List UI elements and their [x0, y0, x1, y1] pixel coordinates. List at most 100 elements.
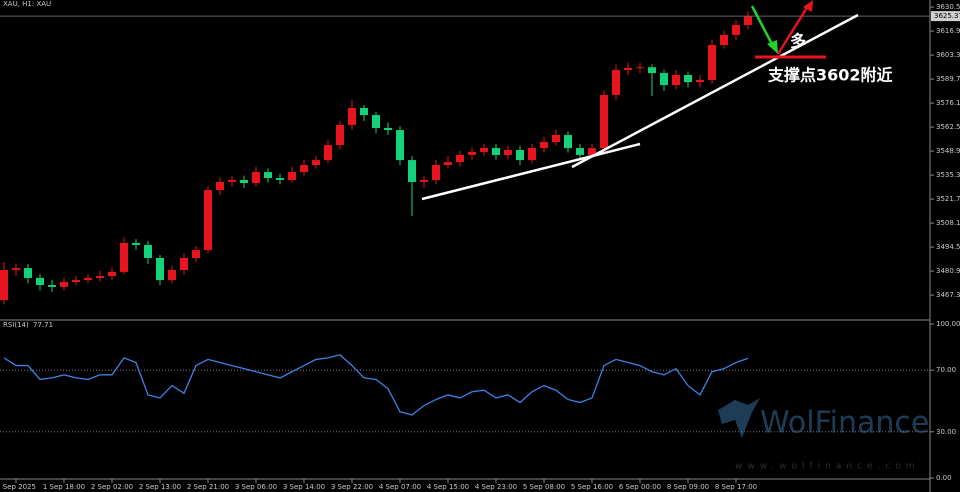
y-tick-label: 3630.50: [936, 3, 960, 11]
candle-body: [456, 154, 464, 162]
candle-body: [312, 160, 320, 165]
candle-body: [384, 127, 392, 131]
x-tick-label: 8 Sep 09:00: [667, 483, 709, 491]
candle-body: [300, 165, 308, 173]
candle-body: [204, 190, 212, 251]
candle-body: [192, 250, 200, 258]
candle-body: [564, 135, 572, 149]
candle-body: [132, 243, 140, 245]
watermark-url: www.wolfinance.com: [735, 462, 920, 472]
rsi-value: 77.71: [33, 321, 53, 329]
candle-body: [480, 148, 488, 152]
candle-body: [540, 142, 548, 149]
candle-body: [96, 276, 104, 278]
x-tick-label: 1 Sep 2025: [0, 483, 36, 491]
x-tick-label: 4 Sep 15:00: [427, 483, 469, 491]
y-tick-label: 0.00: [936, 474, 952, 482]
candle-body: [60, 282, 68, 287]
x-tick-label: 5 Sep 16:00: [571, 483, 613, 491]
x-tick-label: 3 Sep 22:00: [331, 483, 373, 491]
annotation: 支撑点3602附近: [767, 66, 893, 85]
y-tick-label: 3576.10: [936, 99, 960, 107]
y-tick-label: 100.00: [936, 320, 960, 328]
y-tick-label: 3494.50: [936, 243, 960, 251]
annotation: 多: [790, 32, 806, 51]
candle-body: [420, 180, 428, 182]
watermark: WolFinance www.wolfinance.com: [718, 398, 929, 472]
arrow-up: [776, 5, 810, 55]
candle-body: [396, 130, 404, 161]
rsi-line: [3, 354, 749, 416]
candle-body: [732, 25, 740, 35]
y-tick-label: 3603.30: [936, 51, 960, 59]
candle-body: [360, 108, 368, 116]
x-tick-label: 6 Sep 00:00: [619, 483, 661, 491]
x-tick-label: 4 Sep 07:00: [379, 483, 421, 491]
candle-body: [144, 244, 152, 258]
candle-body: [744, 16, 752, 26]
watermark-brand: WolFinance: [760, 406, 929, 441]
y-tick-label: 3616.90: [936, 27, 960, 35]
x-tick-label: 3 Sep 06:00: [235, 483, 277, 491]
candle-body: [612, 70, 620, 95]
rsi-title: RSI(14): [3, 321, 29, 329]
candle-body: [516, 150, 524, 161]
y-tick-label: 3508.10: [936, 219, 960, 227]
arrow-head: [803, 0, 813, 12]
candle-body: [252, 172, 260, 183]
candle-body: [648, 67, 656, 74]
candle-body: [48, 285, 56, 287]
x-tick-label: 3 Sep 14:00: [283, 483, 325, 491]
x-tick-label: 4 Sep 23:00: [475, 483, 517, 491]
candle-body: [588, 148, 596, 155]
candle-body: [576, 148, 584, 155]
x-tick-label: 2 Sep 02:00: [91, 483, 133, 491]
candle-body: [24, 268, 32, 278]
candle-body: [600, 94, 608, 149]
x-tick-label: 1 Sep 18:00: [43, 483, 85, 491]
candle-body: [684, 75, 692, 83]
x-tick-label: 8 Sep 17:00: [715, 483, 757, 491]
candle-body: [660, 73, 668, 86]
candle-body: [228, 180, 236, 182]
y-tick-label: 3562.50: [936, 123, 960, 131]
x-tick-label: 5 Sep 08:00: [523, 483, 565, 491]
candle-body: [624, 67, 632, 71]
candle-body: [36, 277, 44, 285]
candle-body: [672, 75, 680, 86]
last-price-label: 3625.37: [934, 12, 960, 20]
y-tick-label: 3480.90: [936, 267, 960, 275]
candle-body: [504, 150, 512, 155]
candle-body: [708, 45, 716, 80]
candle-body: [180, 258, 188, 270]
wolf-logo: [718, 398, 760, 438]
y-tick-label: 70.00: [936, 366, 956, 374]
candle-body: [288, 172, 296, 180]
y-tick-label: 3535.30: [936, 171, 960, 179]
x-tick-label: 2 Sep 21:00: [187, 483, 229, 491]
candle-body: [216, 181, 224, 191]
candle-body: [552, 135, 560, 143]
candle-body: [276, 178, 284, 180]
candle-body: [84, 277, 92, 281]
candle-body: [468, 151, 476, 155]
x-tick-label: 2 Sep 13:00: [139, 483, 181, 491]
y-tick-label: 3521.70: [936, 195, 960, 203]
trend-line: [421, 142, 641, 201]
candle-body: [72, 280, 80, 282]
candle-body: [720, 34, 728, 45]
last-price-box: [931, 11, 960, 22]
candle-body: [0, 270, 8, 300]
candle-body: [528, 148, 536, 161]
candle-body: [636, 67, 644, 69]
y-tick-label: 3589.70: [936, 75, 960, 83]
y-tick-label: 3467.30: [936, 291, 960, 299]
candle-body: [168, 270, 176, 281]
candle-body: [240, 180, 248, 183]
trend-line: [571, 13, 859, 169]
candle-body: [372, 115, 380, 128]
candle-body: [156, 258, 164, 281]
candle-body: [324, 145, 332, 161]
